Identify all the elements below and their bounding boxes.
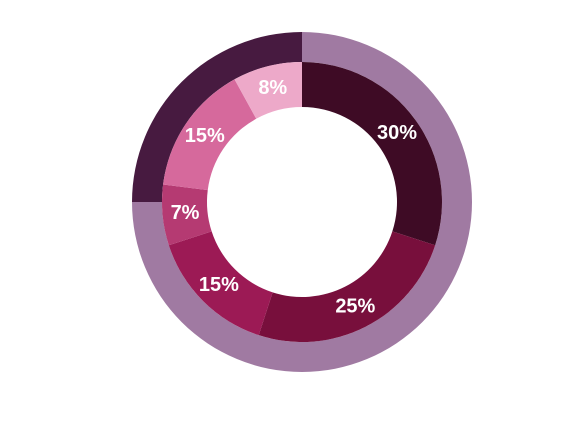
inner-ring-slice-4	[161, 184, 212, 246]
outer-ring-slice-2	[132, 32, 302, 202]
inner-ring-slice-4-label: 7%	[171, 202, 200, 224]
inner-ring-slice-6	[234, 62, 302, 119]
outer-ring	[132, 32, 472, 372]
inner-ring-slice-5-label: 15%	[185, 125, 225, 147]
inner-ring-slice-2-label: 25%	[335, 296, 375, 318]
inner-ring-slice-6-label: 8%	[258, 77, 287, 99]
inner-ring-slice-2	[258, 231, 436, 343]
inner-ring-slice-5	[163, 79, 257, 191]
inner-ring-slice-1	[302, 62, 443, 246]
inner-ring	[161, 62, 443, 343]
slice-labels: 30% 25% 15% 7% 15% 8%	[171, 77, 418, 318]
inner-ring-slice-3	[168, 231, 273, 336]
inner-ring-slice-3-label: 15%	[199, 274, 239, 296]
inner-ring-slice-1-label: 30%	[377, 122, 417, 144]
